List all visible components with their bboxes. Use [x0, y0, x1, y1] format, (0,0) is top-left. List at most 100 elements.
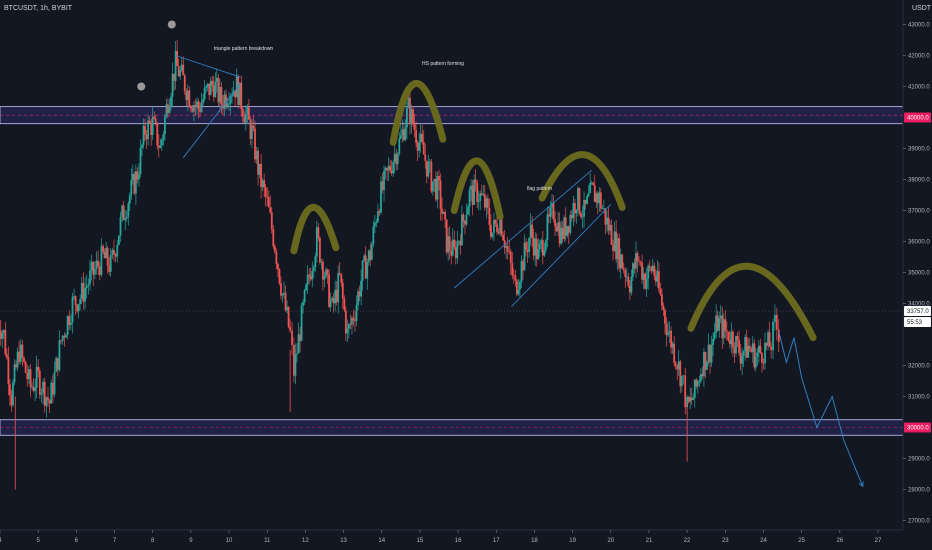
- candle-body: [223, 94, 226, 109]
- candle-body: [613, 231, 616, 251]
- candle-body: [436, 176, 439, 200]
- candle-body: [750, 348, 753, 352]
- candle-body: [532, 237, 535, 256]
- peak-marker-1: [137, 82, 146, 91]
- candle-body: [173, 73, 175, 81]
- candle-body: [730, 331, 733, 345]
- candle-body: [277, 263, 279, 269]
- x-tick-label: 27: [875, 538, 882, 544]
- candle-body: [84, 288, 86, 302]
- candle-body: [442, 211, 445, 214]
- candle-body: [747, 345, 750, 358]
- candle-body: [179, 70, 182, 77]
- candle-body: [664, 310, 666, 324]
- candle-body: [108, 265, 111, 272]
- candle-body: [360, 280, 363, 297]
- annotation-flag: flag pattern: [527, 186, 552, 192]
- candle-body: [601, 208, 604, 210]
- candle-body: [461, 214, 463, 246]
- x-tick-label: 11: [264, 538, 271, 544]
- candle-body: [297, 334, 300, 354]
- candle-body: [212, 85, 215, 97]
- candle-body: [777, 329, 780, 342]
- candle-body: [575, 209, 578, 214]
- candle-body: [715, 315, 718, 334]
- candle-body: [293, 345, 295, 376]
- candle-body: [103, 252, 106, 259]
- candle-body: [317, 227, 320, 238]
- x-tick-label: 20: [607, 538, 614, 544]
- candle-body: [580, 213, 582, 218]
- candle-body: [595, 193, 598, 203]
- candle-body: [133, 173, 136, 194]
- candle-body: [402, 129, 405, 140]
- candle-body: [180, 64, 183, 71]
- price-layer: [0, 40, 780, 490]
- candle-body: [280, 283, 282, 296]
- price-tag-current: 33757.0: [907, 309, 929, 315]
- candle-body: [97, 260, 100, 267]
- candle-body: [246, 107, 249, 114]
- candle-body: [122, 205, 125, 221]
- candle-body: [200, 103, 203, 112]
- candle-body: [63, 335, 66, 338]
- candle-body: [543, 250, 546, 256]
- candle-body: [690, 397, 693, 400]
- candle-body: [296, 353, 298, 355]
- candle-body: [618, 238, 621, 269]
- candle-body: [24, 361, 27, 373]
- candle-body: [109, 254, 112, 272]
- projection-arrowhead: [858, 481, 864, 488]
- candle-body: [721, 315, 724, 339]
- candle-body: [0, 330, 2, 339]
- candle-body: [554, 219, 556, 227]
- x-tick-label: 23: [722, 538, 729, 544]
- candle-body: [243, 116, 246, 123]
- y-tick-label: 43000.0: [908, 23, 930, 29]
- candle-body: [615, 231, 618, 260]
- candle-body: [105, 247, 108, 259]
- candle-body: [558, 222, 561, 244]
- candle-body: [258, 163, 261, 175]
- candle-body: [416, 143, 419, 151]
- candle-body: [53, 371, 56, 395]
- trendline-triangle-bottom: [182, 83, 241, 159]
- candle-body: [35, 366, 38, 389]
- candle-body: [278, 268, 281, 284]
- candle-body: [546, 214, 549, 241]
- candle-body: [488, 208, 491, 225]
- pattern-arcs-layer: [290, 80, 817, 342]
- candle-body: [367, 250, 370, 263]
- candle-body: [68, 315, 71, 326]
- candle-body: [37, 366, 40, 371]
- candle-body: [150, 123, 153, 135]
- candle-body: [348, 324, 350, 329]
- candle-body: [648, 265, 651, 268]
- candle-body: [686, 397, 689, 408]
- candle-body: [15, 364, 17, 368]
- candle-body: [673, 343, 676, 363]
- candle-body: [742, 351, 745, 357]
- arc-flag-top: [538, 151, 626, 211]
- candle-body: [736, 336, 739, 340]
- candle-body: [217, 77, 220, 103]
- candle-body: [493, 219, 495, 233]
- candle-body: [413, 124, 416, 131]
- candle-body: [141, 144, 143, 148]
- candle-body: [610, 224, 613, 245]
- candle-body: [422, 141, 425, 155]
- candle-body: [328, 274, 330, 307]
- candle-body: [473, 179, 476, 205]
- candle-body: [131, 173, 134, 180]
- candle-body: [228, 103, 230, 105]
- candle-body: [491, 232, 494, 237]
- candle-body: [167, 104, 169, 113]
- candle-body: [433, 178, 436, 182]
- candle-body: [696, 381, 699, 387]
- candle-body: [124, 218, 127, 221]
- candle-body: [557, 222, 560, 232]
- candle-body: [767, 332, 769, 346]
- candle-body: [203, 87, 206, 99]
- candle-body: [651, 265, 654, 272]
